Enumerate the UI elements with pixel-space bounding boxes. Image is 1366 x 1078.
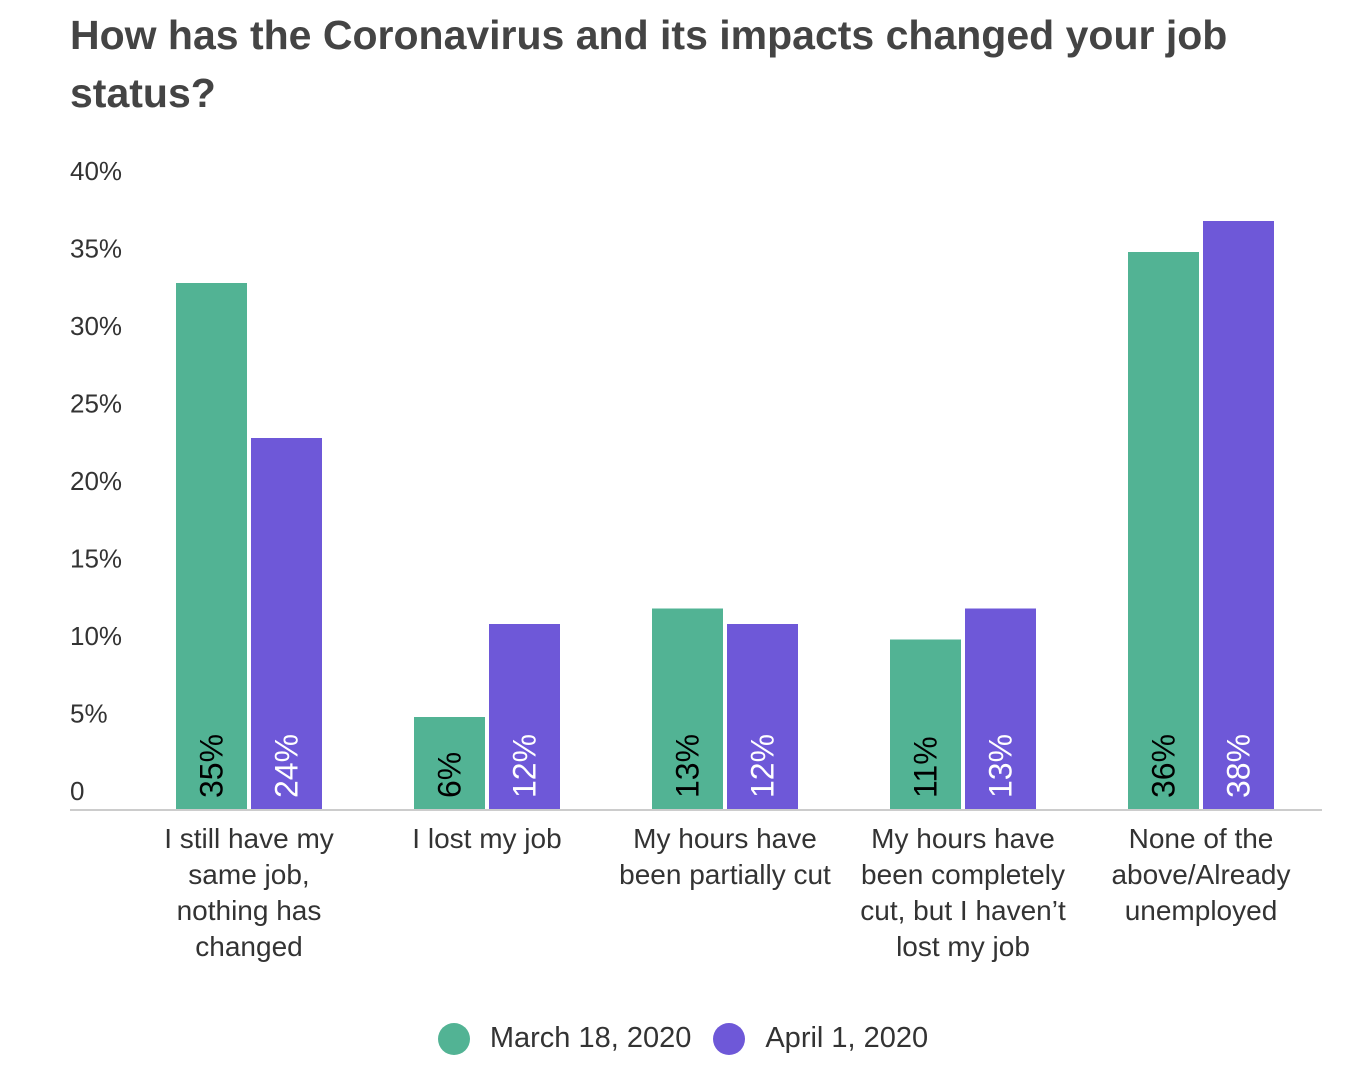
x-tick-label: been partially cut [619, 859, 831, 890]
x-tick-label: My hours have [633, 823, 817, 854]
bar [1203, 221, 1274, 810]
y-axis: 0 5% 10% 15% 20% 25% 30% 35% 40% [70, 156, 122, 806]
x-tick-label: cut, but I haven’t [860, 895, 1066, 926]
y-tick-label: 25% [70, 389, 122, 419]
bar [652, 608, 723, 810]
x-tick-label: unemployed [1125, 895, 1278, 926]
x-tick-label: I lost my job [412, 823, 561, 854]
legend-label-april: April 1, 2020 [765, 1022, 929, 1054]
bar-value-label: 13% [670, 734, 706, 798]
bar [489, 624, 560, 810]
y-tick-label: 15% [70, 544, 122, 574]
bar [251, 438, 322, 810]
y-tick-label: 10% [70, 621, 122, 651]
bar-value-label: 38% [1221, 734, 1257, 798]
bar [890, 639, 961, 810]
bar [727, 624, 798, 810]
y-tick-label: 30% [70, 311, 122, 341]
x-tick-label: None of the [1129, 823, 1274, 854]
legend-swatch-march [437, 1022, 470, 1055]
bar [965, 608, 1036, 810]
x-tick-label: changed [195, 931, 302, 962]
bar [1128, 252, 1199, 810]
y-tick-label: 35% [70, 234, 122, 264]
bar-value-label: 12% [745, 734, 781, 798]
bar-value-label: 13% [983, 734, 1019, 798]
legend-label-march: March 18, 2020 [489, 1022, 692, 1054]
chart-title: How has the Coronavirus and its impacts … [70, 12, 1228, 116]
y-tick-label: 20% [70, 466, 122, 496]
legend-item-march[interactable]: March 18, 2020 [437, 1022, 692, 1055]
legend-item-april[interactable]: April 1, 2020 [713, 1022, 928, 1055]
legend: March 18, 2020 April 1, 2020 [0, 1022, 1366, 1055]
x-axis: I still have my same job, nothing has chang… [164, 823, 1290, 962]
bar-chart: 0 5% 10% 15% 20% 25% 30% 35% 40% 35% 24% 6% 12% 13% 1… [70, 156, 1322, 962]
y-tick-label: 40% [70, 156, 122, 186]
x-tick-label: lost my job [896, 931, 1030, 962]
y-tick-label: 0 [70, 776, 84, 806]
x-tick-label: nothing has [177, 895, 322, 926]
legend-swatch-april [713, 1022, 746, 1055]
bar [414, 717, 485, 810]
bar-value-label: 35% [194, 734, 230, 798]
bar-value-label: 24% [269, 734, 305, 798]
y-tick-label: 5% [70, 699, 108, 729]
x-tick-label: been completely [861, 859, 1065, 890]
bar-value-label: 11% [908, 736, 944, 798]
x-tick-label: same job, [188, 859, 309, 890]
x-tick-label: above/Already [1111, 859, 1290, 890]
x-tick-label: I still have my [164, 823, 334, 854]
x-tick-label: My hours have [871, 823, 1055, 854]
bars: 35% 24% 6% 12% 13% 12% 11% 13% 36% 38% [176, 221, 1274, 810]
bar-value-label: 36% [1146, 734, 1182, 798]
bar-value-label: 6% [432, 752, 468, 798]
bar-value-label: 12% [507, 734, 543, 798]
bar [176, 283, 247, 810]
